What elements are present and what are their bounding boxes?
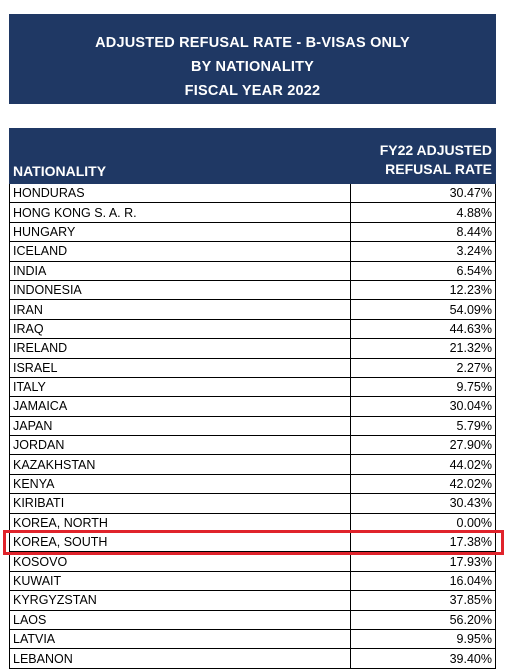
refusal-rate-cell: 6.54% (350, 260, 496, 281)
header-rate-line-1: FY22 ADJUSTED (379, 142, 492, 158)
table-row: JAMAICA 30.04% (9, 396, 496, 417)
nationality-cell: KOREA, NORTH (9, 512, 351, 534)
refusal-rate-cell: 30.47% (350, 182, 496, 204)
table-row: KIRIBATI 30.43% (9, 493, 496, 514)
nationality-cell: KYRGYZSTAN (9, 590, 351, 611)
refusal-rate-cell: 56.20% (350, 609, 496, 630)
refusal-rate-cell: 27.90% (350, 435, 496, 456)
table-row: INDONESIA 12.23% (9, 279, 496, 301)
header-rate-line-2: REFUSAL RATE (385, 161, 492, 177)
table-row: KYRGYZSTAN 37.85% (9, 590, 496, 611)
nationality-cell: HUNGARY (9, 221, 351, 243)
header-nationality: NATIONALITY (9, 128, 351, 184)
refusal-rate-cell: 37.85% (350, 590, 496, 611)
table-row: ICELAND 3.24% (9, 241, 496, 262)
refusal-rate-cell: 0.00% (350, 512, 496, 534)
nationality-cell: ICELAND (9, 241, 351, 262)
nationality-cell: KOREA, SOUTH (9, 532, 351, 553)
nationality-cell: LATVIA (9, 628, 351, 650)
nationality-cell: KENYA (9, 473, 351, 495)
nationality-cell: KOSOVO (9, 551, 351, 572)
table-row: KENYA 42.02% (9, 473, 496, 495)
refusal-rate-table-container: NATIONALITY FY22 ADJUSTED REFUSAL RATE H… (9, 128, 496, 669)
table-row: JAPAN 5.79% (9, 415, 496, 437)
nationality-cell: IRAQ (9, 318, 351, 340)
table-row: IRELAND 21.32% (9, 338, 496, 359)
header-refusal-rate: FY22 ADJUSTED REFUSAL RATE (350, 128, 496, 184)
table-row: LATVIA 9.95% (9, 628, 496, 650)
table-row: ITALY 9.75% (9, 376, 496, 398)
table-body: HONDURAS 30.47% HONG KONG S. A. R. 4.88% HUN… (9, 182, 496, 669)
nationality-cell: HONG KONG S. A. R. (9, 202, 351, 223)
refusal-rate-cell: 16.04% (350, 570, 496, 592)
title-line-3: FISCAL YEAR 2022 (184, 83, 321, 99)
table-row: IRAQ 44.63% (9, 318, 496, 340)
table-row: KAZAKHSTAN 44.02% (9, 454, 496, 475)
refusal-rate-cell: 17.38% (350, 532, 496, 553)
refusal-rate-cell: 30.43% (350, 493, 496, 514)
refusal-rate-cell: 39.40% (350, 648, 496, 669)
refusal-rate-cell: 3.24% (350, 241, 496, 262)
refusal-rate-cell: 4.88% (350, 202, 496, 223)
table-row-highlighted: KOREA, SOUTH 17.38% (9, 532, 496, 553)
table-header-row: NATIONALITY FY22 ADJUSTED REFUSAL RATE (9, 128, 496, 184)
table-row: IRAN 54.09% (9, 299, 496, 320)
table-row: KUWAIT 16.04% (9, 570, 496, 592)
refusal-rate-cell: 8.44% (350, 221, 496, 243)
refusal-rate-cell: 44.02% (350, 454, 496, 475)
nationality-cell: LAOS (9, 609, 351, 630)
refusal-rate-cell: 12.23% (350, 279, 496, 301)
nationality-cell: KAZAKHSTAN (9, 454, 351, 475)
nationality-cell: LEBANON (9, 648, 351, 669)
refusal-rate-cell: 5.79% (350, 415, 496, 437)
refusal-rate-cell: 9.75% (350, 376, 496, 398)
nationality-cell: ITALY (9, 376, 351, 398)
nationality-cell: IRAN (9, 299, 351, 320)
nationality-cell: IRELAND (9, 338, 351, 359)
report-title-banner: ADJUSTED REFUSAL RATE - B-VISAS ONLY BY … (9, 14, 496, 104)
refusal-rate-cell: 17.93% (350, 551, 496, 572)
refusal-rate-cell: 54.09% (350, 299, 496, 320)
refusal-rate-cell: 21.32% (350, 338, 496, 359)
table-row: KOREA, NORTH 0.00% (9, 512, 496, 534)
title-line-2: BY NATIONALITY (190, 59, 315, 75)
refusal-rate-cell: 2.27% (350, 357, 496, 378)
table-row: INDIA 6.54% (9, 260, 496, 281)
nationality-cell: HONDURAS (9, 182, 351, 204)
refusal-rate-cell: 9.95% (350, 628, 496, 650)
refusal-rate-cell: 44.63% (350, 318, 496, 340)
nationality-cell: KUWAIT (9, 570, 351, 592)
nationality-cell: INDIA (9, 260, 351, 281)
refusal-rate-table: NATIONALITY FY22 ADJUSTED REFUSAL RATE H… (9, 128, 496, 669)
table-row: JORDAN 27.90% (9, 435, 496, 456)
nationality-cell: INDONESIA (9, 279, 351, 301)
table-row: HONG KONG S. A. R. 4.88% (9, 202, 496, 223)
nationality-cell: JORDAN (9, 435, 351, 456)
refusal-rate-cell: 42.02% (350, 473, 496, 495)
title-line-1: ADJUSTED REFUSAL RATE - B-VISAS ONLY (95, 35, 410, 51)
table-row: LAOS 56.20% (9, 609, 496, 630)
refusal-rate-cell: 30.04% (350, 396, 496, 417)
table-row: HUNGARY 8.44% (9, 221, 496, 243)
table-row: HONDURAS 30.47% (9, 182, 496, 204)
nationality-cell: JAPAN (9, 415, 351, 437)
table-row: LEBANON 39.40% (9, 648, 496, 669)
table-row: ISRAEL 2.27% (9, 357, 496, 378)
table-row: KOSOVO 17.93% (9, 551, 496, 572)
nationality-cell: KIRIBATI (9, 493, 351, 514)
nationality-cell: JAMAICA (9, 396, 351, 417)
nationality-cell: ISRAEL (9, 357, 351, 378)
